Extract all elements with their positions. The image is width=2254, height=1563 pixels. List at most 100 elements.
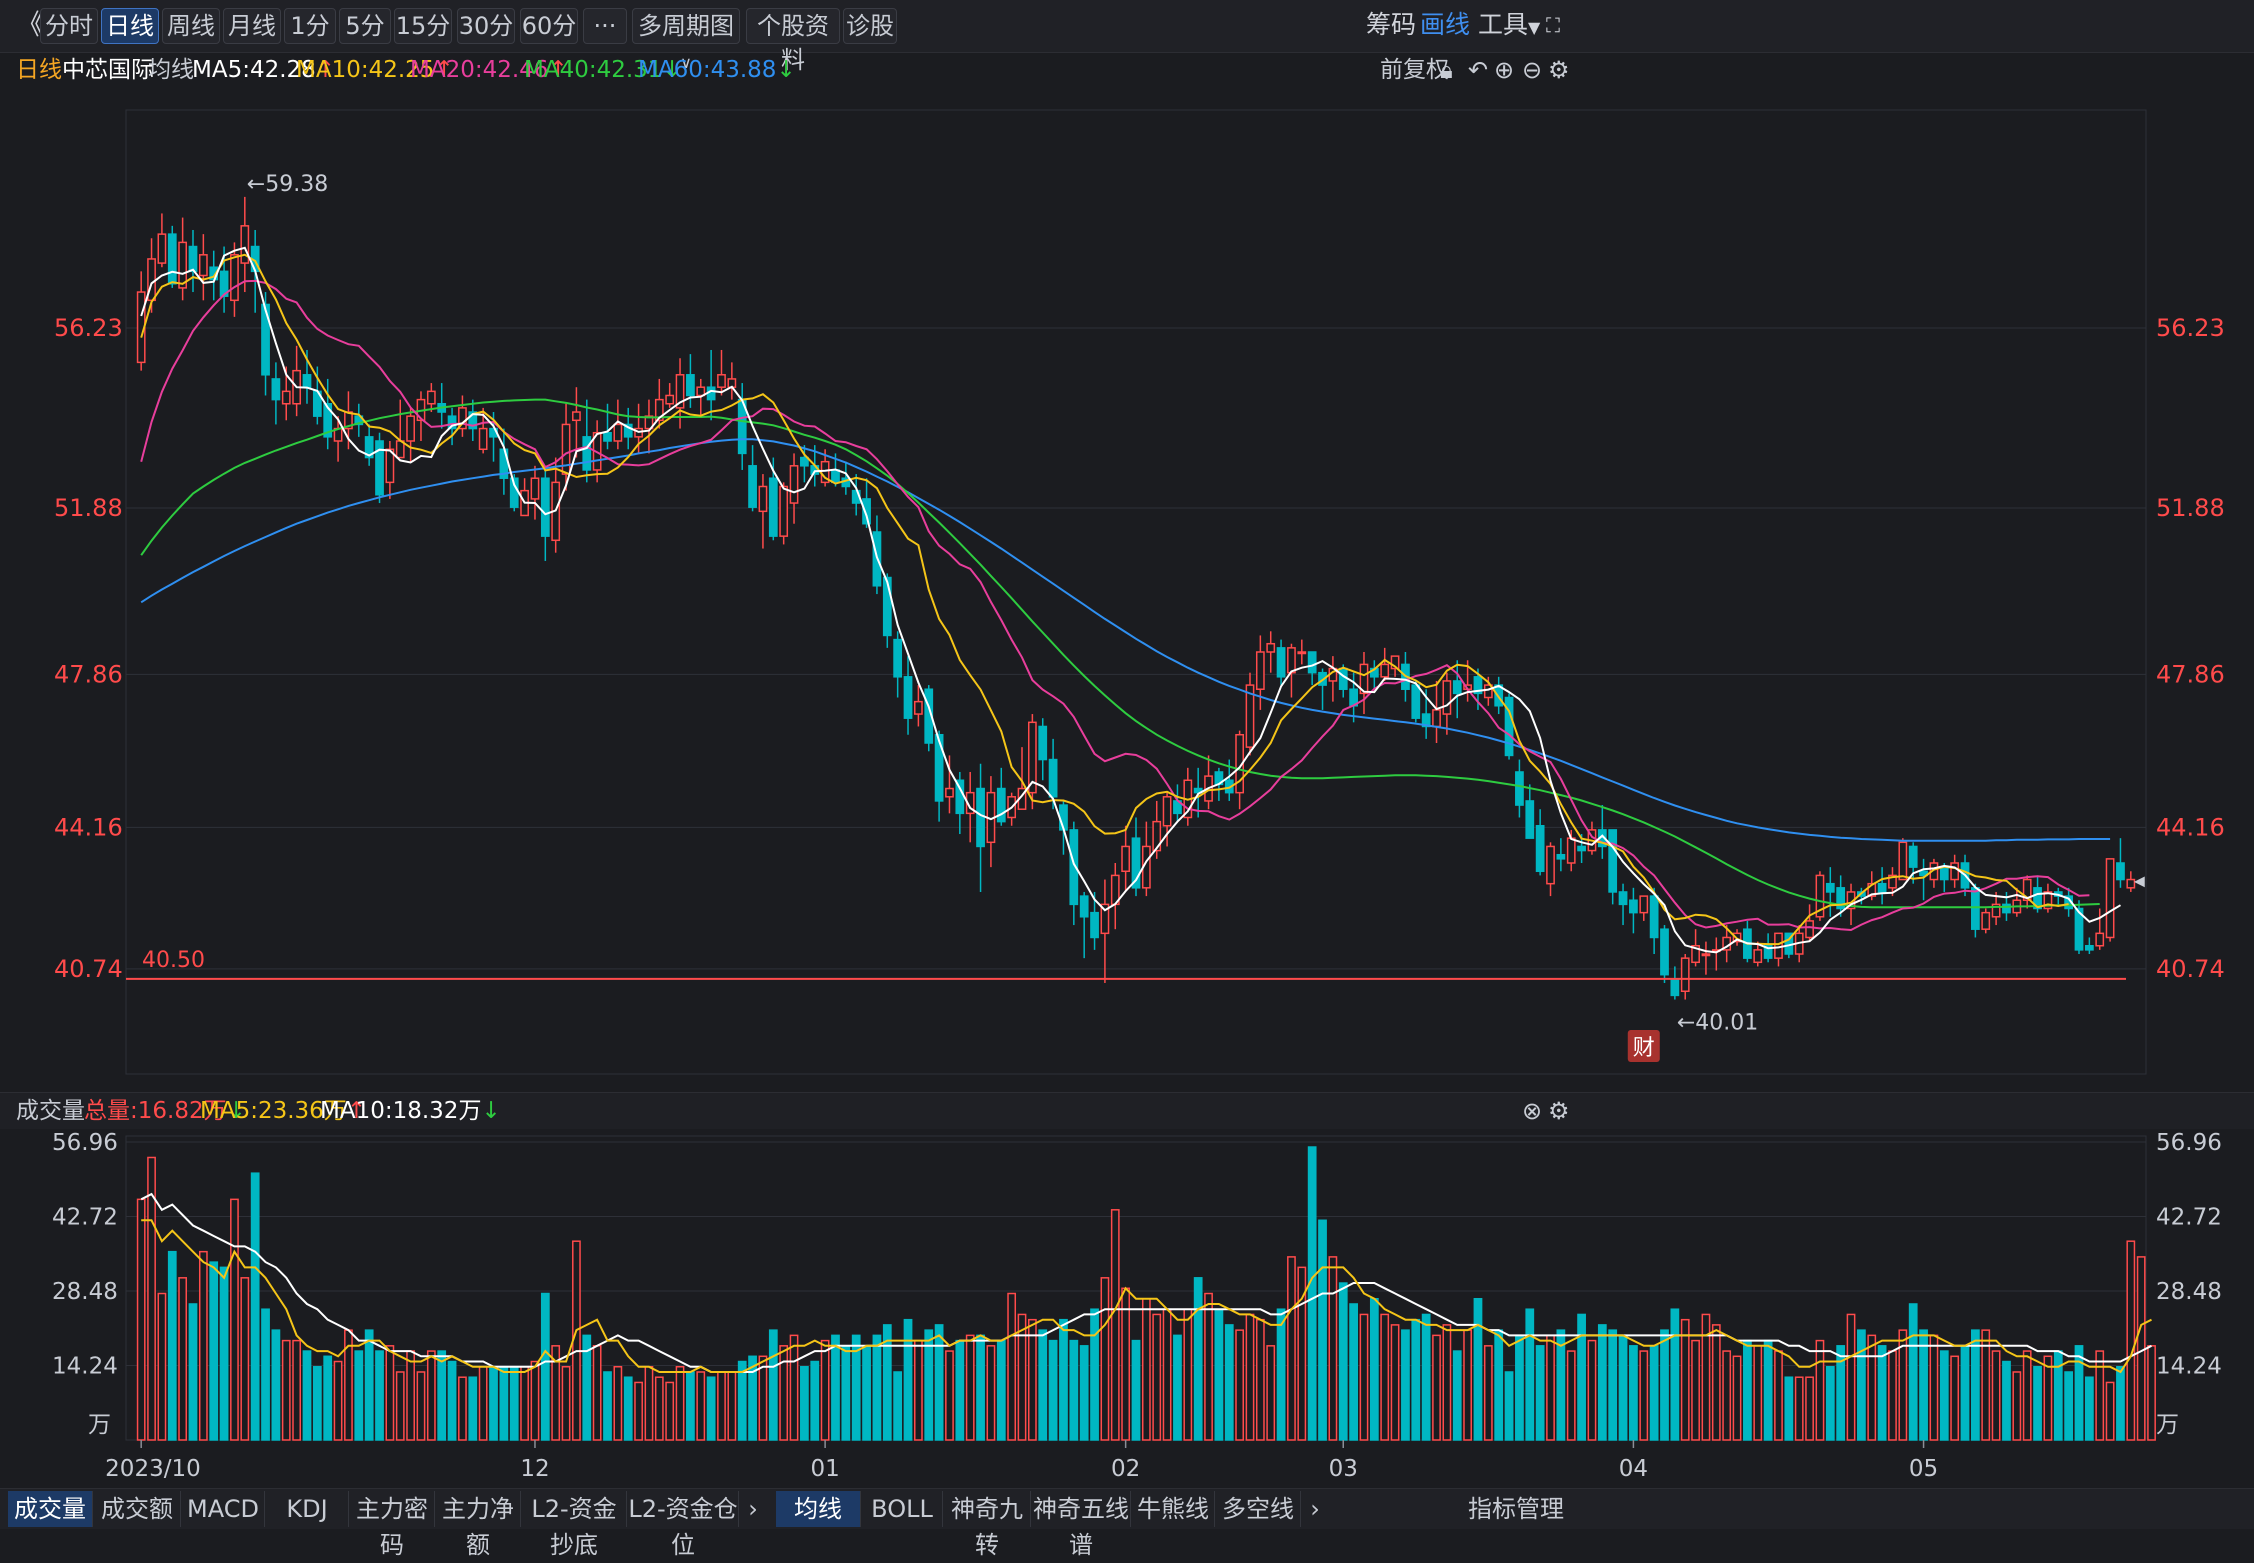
candle[interactable] — [1971, 887, 1980, 930]
candle[interactable] — [572, 411, 581, 422]
volume-bar[interactable] — [841, 1345, 851, 1441]
candle[interactable] — [1411, 684, 1421, 719]
candle[interactable] — [178, 241, 188, 289]
candle[interactable] — [1825, 882, 1835, 893]
candle[interactable] — [1691, 944, 1700, 964]
volume-bar[interactable] — [976, 1334, 985, 1441]
volume-bar[interactable] — [1515, 1334, 1524, 1441]
volume-bar[interactable] — [1629, 1345, 1638, 1441]
tab-ma[interactable]: 均线 — [776, 1491, 861, 1527]
volume-bar[interactable] — [458, 1376, 467, 1441]
period-tab-weekly[interactable]: 周线 — [162, 8, 220, 44]
volume-bar[interactable] — [1597, 1324, 1607, 1441]
candle[interactable] — [323, 403, 333, 438]
volume-bar[interactable] — [1287, 1256, 1296, 1441]
candle[interactable] — [1245, 684, 1255, 748]
candle[interactable] — [2043, 891, 2053, 910]
volume-bar[interactable] — [499, 1366, 509, 1441]
candle[interactable] — [1805, 920, 1814, 939]
candle[interactable] — [613, 423, 623, 442]
settings-gear-icon[interactable]: ⚙ — [1548, 56, 1570, 84]
candle[interactable] — [2033, 887, 2042, 910]
volume-bar[interactable] — [1981, 1329, 1991, 1441]
volume-bar[interactable] — [1691, 1339, 1700, 1441]
multi-period-dropdown[interactable]: 多周期图 ∨ — [632, 8, 740, 72]
tab-long-short[interactable]: 多空线 — [1216, 1491, 1301, 1527]
volume-bar[interactable] — [1401, 1329, 1410, 1441]
volume-bar[interactable] — [789, 1334, 799, 1441]
volume-bar[interactable] — [986, 1345, 996, 1441]
tab-macd[interactable]: MACD — [182, 1491, 265, 1527]
volume-bar[interactable] — [996, 1339, 1006, 1441]
volume-bar[interactable] — [1338, 1282, 1348, 1441]
volume-bar[interactable] — [1556, 1329, 1566, 1441]
candle[interactable] — [1287, 647, 1296, 674]
candle[interactable] — [302, 374, 312, 388]
volume-bar[interactable] — [1898, 1329, 1908, 1441]
candle[interactable] — [696, 386, 706, 397]
volume-bar[interactable] — [1027, 1318, 1037, 1441]
tab-magic-nine[interactable]: 神奇九转 — [944, 1491, 1031, 1559]
volume-bar[interactable] — [592, 1345, 602, 1441]
volume-bar[interactable] — [437, 1350, 447, 1441]
candle[interactable] — [1121, 845, 1131, 873]
candle[interactable] — [1608, 829, 1618, 893]
tab-volume[interactable]: 成交量 — [8, 1491, 93, 1527]
volume-bar[interactable] — [665, 1381, 675, 1441]
volume-bar[interactable] — [312, 1366, 322, 1441]
candle[interactable] — [2084, 944, 2094, 951]
candle[interactable] — [219, 270, 229, 297]
candle[interactable] — [1535, 825, 1545, 873]
candle[interactable] — [1908, 845, 1918, 868]
candle[interactable] — [1877, 882, 1887, 893]
candle[interactable] — [478, 427, 488, 451]
volume-bar[interactable] — [1245, 1313, 1255, 1441]
volume-bar[interactable] — [1204, 1292, 1213, 1441]
volume-bar[interactable] — [903, 1318, 913, 1441]
period-tab-1min[interactable]: 1分 — [284, 8, 336, 44]
candle[interactable] — [468, 411, 478, 430]
chips-button[interactable]: 筹码 — [1366, 10, 1417, 39]
volume-bar[interactable] — [1359, 1313, 1369, 1441]
candle[interactable] — [758, 485, 768, 513]
volume-bar[interactable] — [2126, 1240, 2136, 1441]
volume-bar[interactable] — [1888, 1350, 1897, 1441]
candle[interactable] — [1939, 866, 1949, 881]
tab-kdj[interactable]: KDJ — [266, 1491, 349, 1527]
volume-bar[interactable] — [1110, 1209, 1120, 1441]
volume-bar[interactable] — [188, 1303, 198, 1441]
volume-bar[interactable] — [1525, 1308, 1535, 1441]
draw-line-button[interactable]: 画线 — [1420, 10, 1471, 39]
candle[interactable] — [561, 423, 571, 475]
candle[interactable] — [1131, 837, 1141, 889]
volume-bar[interactable] — [416, 1371, 426, 1441]
volume-bar[interactable] — [1618, 1334, 1628, 1441]
candle[interactable] — [2116, 862, 2125, 881]
fullscreen-icon[interactable]: ⛶ — [1546, 13, 1560, 37]
volume-bar[interactable] — [1266, 1345, 1276, 1441]
volume-bar[interactable] — [209, 1261, 219, 1441]
volume-bar[interactable] — [1183, 1308, 1193, 1441]
candle[interactable] — [1162, 796, 1172, 827]
volume-bar[interactable] — [395, 1371, 405, 1441]
candle[interactable] — [1546, 845, 1555, 885]
volume-bar[interactable] — [1017, 1313, 1027, 1441]
volume-bar[interactable] — [686, 1371, 695, 1441]
volume-bar[interactable] — [768, 1329, 778, 1441]
candle[interactable] — [2126, 878, 2136, 889]
volume-bar[interactable] — [2084, 1376, 2094, 1441]
volume-bar[interactable] — [1566, 1350, 1576, 1441]
volume-bar[interactable] — [354, 1350, 364, 1441]
volume-chart[interactable]: 56.96 56.96 42.72 42.72 28.48 28.48 14.24 14.24… — [0, 1128, 2254, 1488]
volume-bar[interactable] — [1680, 1318, 1690, 1441]
candle[interactable] — [1898, 841, 1908, 881]
volume-bar[interactable] — [1162, 1308, 1172, 1441]
volume-bar[interactable] — [468, 1376, 478, 1441]
volume-bar[interactable] — [582, 1334, 592, 1441]
candle[interactable] — [1421, 713, 1431, 728]
volume-bar[interactable] — [281, 1339, 291, 1441]
volume-bar[interactable] — [1473, 1297, 1483, 1441]
candle[interactable] — [261, 303, 270, 376]
candle[interactable] — [1566, 837, 1576, 864]
volume-bar[interactable] — [1432, 1334, 1441, 1441]
